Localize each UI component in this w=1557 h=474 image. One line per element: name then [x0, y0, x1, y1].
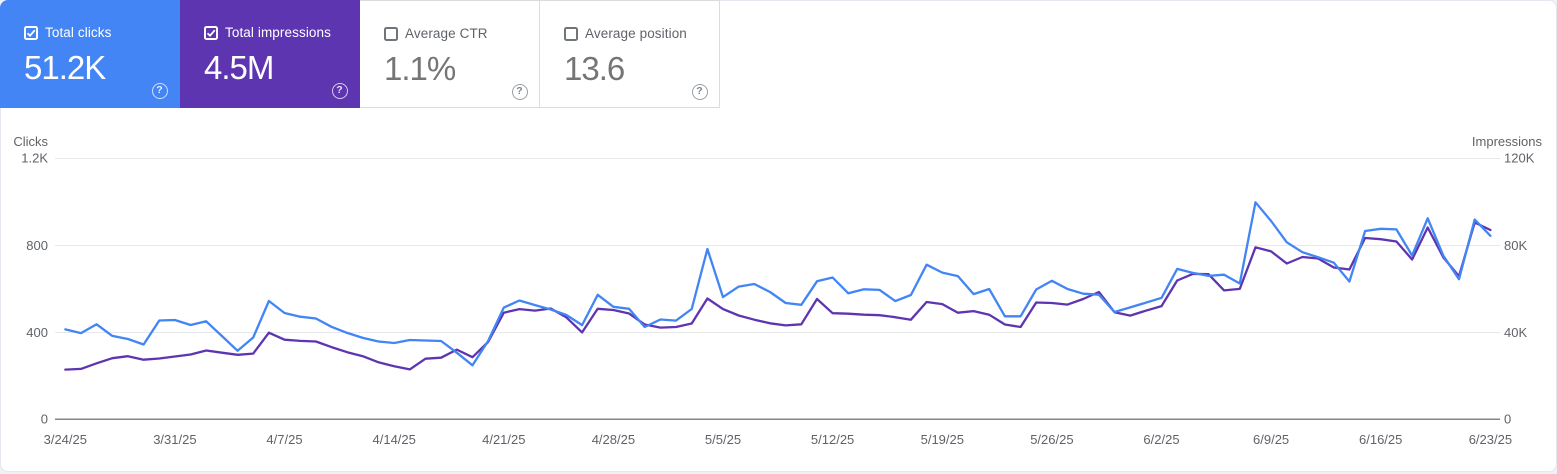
svg-text:5/26/25: 5/26/25 [1030, 432, 1073, 447]
svg-text:Clicks: Clicks [13, 134, 48, 149]
svg-text:5/5/25: 5/5/25 [705, 432, 741, 447]
svg-text:3/24/25: 3/24/25 [44, 432, 87, 447]
svg-text:40K: 40K [1504, 325, 1527, 340]
svg-text:3/31/25: 3/31/25 [153, 432, 196, 447]
svg-text:4/21/25: 4/21/25 [482, 432, 525, 447]
svg-text:4/7/25: 4/7/25 [266, 432, 302, 447]
svg-text:5/19/25: 5/19/25 [921, 432, 964, 447]
svg-text:80K: 80K [1504, 238, 1527, 253]
svg-text:5/12/25: 5/12/25 [811, 432, 854, 447]
svg-text:6/23/25: 6/23/25 [1469, 432, 1512, 447]
svg-text:400: 400 [26, 325, 48, 340]
svg-text:4/28/25: 4/28/25 [592, 432, 635, 447]
svg-text:6/2/25: 6/2/25 [1143, 432, 1179, 447]
svg-text:0: 0 [1504, 412, 1511, 427]
svg-text:0: 0 [41, 412, 48, 427]
svg-text:Impressions: Impressions [1472, 134, 1543, 149]
svg-text:800: 800 [26, 238, 48, 253]
svg-text:6/16/25: 6/16/25 [1359, 432, 1402, 447]
svg-text:1.2K: 1.2K [21, 151, 48, 166]
svg-text:120K: 120K [1504, 151, 1535, 166]
svg-text:6/9/25: 6/9/25 [1253, 432, 1289, 447]
svg-text:4/14/25: 4/14/25 [373, 432, 416, 447]
